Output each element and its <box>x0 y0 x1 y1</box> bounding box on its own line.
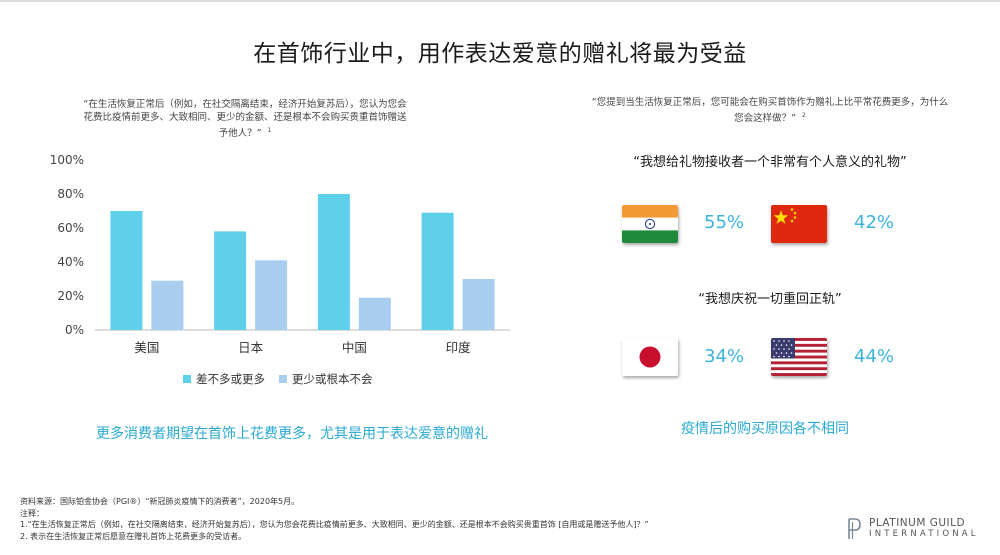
china-flag-icon <box>771 205 827 243</box>
statement-personal-meaning: “我想给礼物接收者一个非常有个人意义的礼物” <box>633 155 907 170</box>
bar-more <box>214 231 247 330</box>
footer-notes: 资料来源：国际铂金协会（PGI®）“新冠肺炎疫情下的消费者”，2020年5月。 … <box>20 496 840 542</box>
top-rule <box>0 0 1000 2</box>
legend-label-less: 更少或根本不会 <box>292 372 373 386</box>
right-question-footnote: 2 <box>802 112 806 119</box>
left-question-text: “在生活恢复正常后（例如，在社交隔离结束，经济开始复苏后），您认为您会花费比疫情… <box>83 99 407 140</box>
bar-less <box>255 260 288 330</box>
left-question-footnote: 1 <box>267 127 272 134</box>
y-tick-label: 0% <box>65 323 84 337</box>
india-flag-icon <box>622 205 678 243</box>
bar-less <box>462 279 495 330</box>
footer-notes-label: 注释： <box>20 508 44 518</box>
japan-flag-icon <box>622 338 678 376</box>
chart-legend: 差不多或更多 更少或根本不会 <box>183 371 373 387</box>
stat-value-usa: 44% <box>854 346 895 367</box>
bar-more <box>110 211 143 330</box>
legend-item-less: 更少或根本不会 <box>279 371 373 387</box>
legend-label-more: 差不多或更多 <box>196 372 265 386</box>
y-tick-label: 80% <box>57 187 84 201</box>
bar-more <box>317 194 350 330</box>
x-tick-label: 中国 <box>342 340 367 355</box>
footer-source: 资料来源：国际铂金协会（PGI®）“新冠肺炎疫情下的消费者”，2020年5月。 <box>20 497 300 506</box>
y-tick-label: 40% <box>57 255 84 269</box>
footer-note-2: 2. 表示在生活恢复正常后愿意在赠礼首饰上花费更多的受访者。 <box>20 531 247 541</box>
right-survey-question: “您提到当生活恢复正常后，您可能会在购买首饰作为赠礼上比平常花费更多，为什么您会… <box>590 96 950 125</box>
legend-item-more: 差不多或更多 <box>183 371 265 387</box>
legend-swatch-more <box>183 375 191 383</box>
logo-line-2: INTERNATIONAL <box>869 529 979 539</box>
bar-less <box>151 280 184 330</box>
logo-wordmark: PLATINUM GUILD INTERNATIONAL <box>869 518 979 540</box>
x-tick-label: 印度 <box>446 340 472 355</box>
bar-more <box>421 212 454 330</box>
x-tick-label: 美国 <box>134 340 159 355</box>
right-question-text: “您提到当生活恢复正常后，您可能会在购买首饰作为赠礼上比平常花费更多，为什么您会… <box>591 97 949 125</box>
bar-chart: 0% 20% 40% 60% 80% 100% 美国 日本 中国 印度 <box>50 153 510 355</box>
y-tick-label: 100% <box>50 153 84 167</box>
stat-value-india: 55% <box>704 212 745 233</box>
statement-celebrate-normal: “我想庆祝一切重回正轨” <box>698 292 842 307</box>
footer-note-1: 1.“在生活恢复正常后（例如，在社交隔离结束，经济开始复苏后），您认为您会花费比… <box>20 520 649 529</box>
x-tick-label: 日本 <box>238 340 264 355</box>
y-tick-label: 20% <box>57 289 84 303</box>
usa-flag-icon <box>771 338 827 376</box>
right-caption: 疫情后的购买原因各不相同 <box>681 421 849 437</box>
slide-title: 在首饰行业中，用作表达爱意的赠礼将最为受益 <box>253 41 747 67</box>
platinum-guild-logo: PLATINUM GUILD INTERNATIONAL <box>845 517 979 541</box>
platinum-guild-logo-icon <box>848 518 861 539</box>
stat-value-china: 42% <box>854 212 895 233</box>
bar-less <box>358 297 391 330</box>
logo-line-1: PLATINUM GUILD <box>869 517 966 529</box>
left-caption: 更多消费者期望在首饰上花费更多，尤其是用于表达爱意的赠礼 <box>96 426 488 442</box>
stat-value-japan: 34% <box>704 346 745 367</box>
legend-swatch-less <box>279 375 287 383</box>
y-tick-label: 60% <box>57 221 84 235</box>
left-survey-question: “在生活恢复正常后（例如，在社交隔离结束，经济开始复苏后），您认为您会花费比疫情… <box>80 98 410 140</box>
